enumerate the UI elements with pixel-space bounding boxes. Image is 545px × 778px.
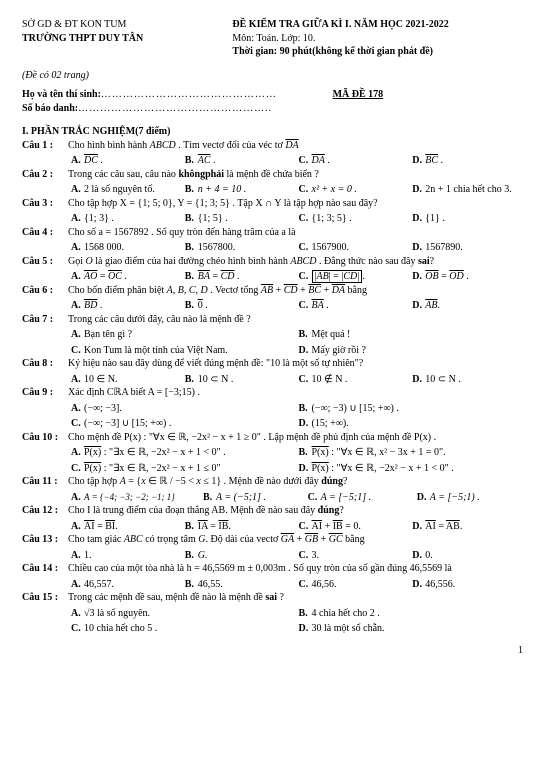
- candidate-row: Họ và tên thí sinh:………………………………………… Số b…: [22, 88, 523, 115]
- question-8: Câu 8 : Ký hiệu nào sau đây dùng để viết…: [22, 357, 523, 371]
- page-count: (Đề có 02 trang): [22, 69, 523, 83]
- q8-options: A.10 ∈ N. B.10 ⊂ N . C.10 ∉ N . D.10 ⊂ N…: [68, 373, 523, 387]
- q5-options: A.AO = OC . B.BA = CD . C.|AB| = |CD|. D…: [68, 270, 523, 284]
- question-12: Câu 12 : Cho I là trung điểm của đoạn th…: [22, 504, 523, 518]
- q6-options: A.BD . B.0 . C.BA . D.AB.: [68, 299, 523, 313]
- question-14: Câu 14 : Chiều cao của một tòa nhà là h …: [22, 562, 523, 576]
- question-4: Câu 4 : Cho số a = 1567892 . Số quy tròn…: [22, 226, 523, 240]
- time: Thời gian: 90 phút(không kể thời gian ph…: [232, 45, 523, 59]
- name-label: Họ và tên thí sinh:: [22, 89, 101, 100]
- question-7: Câu 7 : Trong các câu dưới đây, câu nào …: [22, 313, 523, 327]
- id-label: Số báo danh:: [22, 103, 78, 114]
- exam-title: ĐỀ KIỂM TRA GIỮA KÌ I. NĂM HỌC 2021-2022: [232, 18, 523, 32]
- q11-options: A.A = {−4; −3; −2; −1; 1} B.A = (−5;1] .…: [68, 491, 523, 505]
- q7-options-row2: C.Kon Tum là một tỉnh của Việt Nam. D.Mấ…: [68, 344, 523, 358]
- question-2: Câu 2 : Trong các câu sau, câu nào không…: [22, 168, 523, 182]
- q9-options-row2: C.(−∞; −3] ∪ [15; +∞) . D.(15; +∞).: [68, 417, 523, 431]
- section-title: I. PHẦN TRẮC NGHIỆM(7 điểm): [22, 125, 523, 139]
- school: TRƯỜNG THPT DUY TÂN: [22, 32, 232, 46]
- q9-options-row1: A.(−∞; −3]. B.(−∞; −3) ∪ [15; +∞) .: [68, 402, 523, 416]
- header-left: SỞ GD & ĐT KON TUM TRƯỜNG THPT DUY TÂN: [22, 18, 232, 59]
- q15-options-row2: C.10 chia hết cho 5 . D.30 là một số chẵ…: [68, 622, 523, 636]
- question-11: Câu 11 : Cho tập hợp A = {x ∈ ℝ / −5 < x…: [22, 475, 523, 489]
- q4-options: A.1568 000. B.1567800. C.1567900. D.1567…: [68, 241, 523, 255]
- question-3: Câu 3 : Cho tập hợp X = {1; 5; 0}, Y = {…: [22, 197, 523, 211]
- q12-options: A.AI = BI. B.IA = IB. C.AI + IB = 0. D.A…: [68, 520, 523, 534]
- question-1: Câu 1 : Cho hình bình hành ABCD . Tìm ve…: [22, 139, 523, 153]
- subject: Môn: Toán. Lớp: 10.: [232, 32, 523, 46]
- id-dots: ……………………………………………..: [78, 103, 272, 114]
- q1-options: A.DC . B.AC . C.DA . D.BC .: [68, 154, 523, 168]
- q15-options-row1: A.√3 là số nguyên. B.4 chia hết cho 2 .: [68, 607, 523, 621]
- exam-header: SỞ GD & ĐT KON TUM TRƯỜNG THPT DUY TÂN Đ…: [22, 18, 523, 59]
- dept: SỞ GD & ĐT KON TUM: [22, 18, 232, 32]
- q2-options: A.2 là số nguyên tố. B.n + 4 = 10 . C.x²…: [68, 183, 523, 197]
- q10-options-row2: C.P(x) : "∃x ∈ ℝ, −2x² − x + 1 ≤ 0" D.P(…: [68, 462, 523, 476]
- question-10: Câu 10 : Cho mệnh đề P(x) : "∀x ∈ ℝ, −2x…: [22, 431, 523, 445]
- question-9: Câu 9 : Xác định CℝA biết A = [−3;15) .: [22, 386, 523, 400]
- exam-code: MÃ ĐỀ 178: [333, 89, 384, 100]
- q3-options: A.{1; 3} . B.{1; 5} . C.{1; 3; 5} . D.{1…: [68, 212, 523, 226]
- q7-options-row1: A.Bạn tên gì ? B.Mệt quá !: [68, 328, 523, 342]
- question-5: Câu 5 : Gọi O là giao điểm của hai đường…: [22, 255, 523, 269]
- name-dots: …………………………………………: [101, 89, 277, 100]
- header-right: ĐỀ KIỂM TRA GIỮA KÌ I. NĂM HỌC 2021-2022…: [232, 18, 523, 59]
- question-15: Câu 15 : Trong các mệnh đề sau, mệnh đề …: [22, 591, 523, 605]
- question-13: Câu 13 : Cho tam giác ABC có trọng tâm G…: [22, 533, 523, 547]
- q-label: Câu 1 :: [22, 139, 68, 153]
- q10-options-row1: A.P(x) : "∃x ∈ ℝ, −2x² − x + 1 < 0" . B.…: [68, 446, 523, 460]
- q14-options: A.46,557. B.46,55. C.46,56. D.46,556.: [68, 578, 523, 592]
- q13-options: A.1. B.G. C.3. D.0.: [68, 549, 523, 563]
- question-6: Câu 6 : Cho bốn điểm phân biệt A, B, C, …: [22, 284, 523, 298]
- page-number: 1: [22, 644, 523, 658]
